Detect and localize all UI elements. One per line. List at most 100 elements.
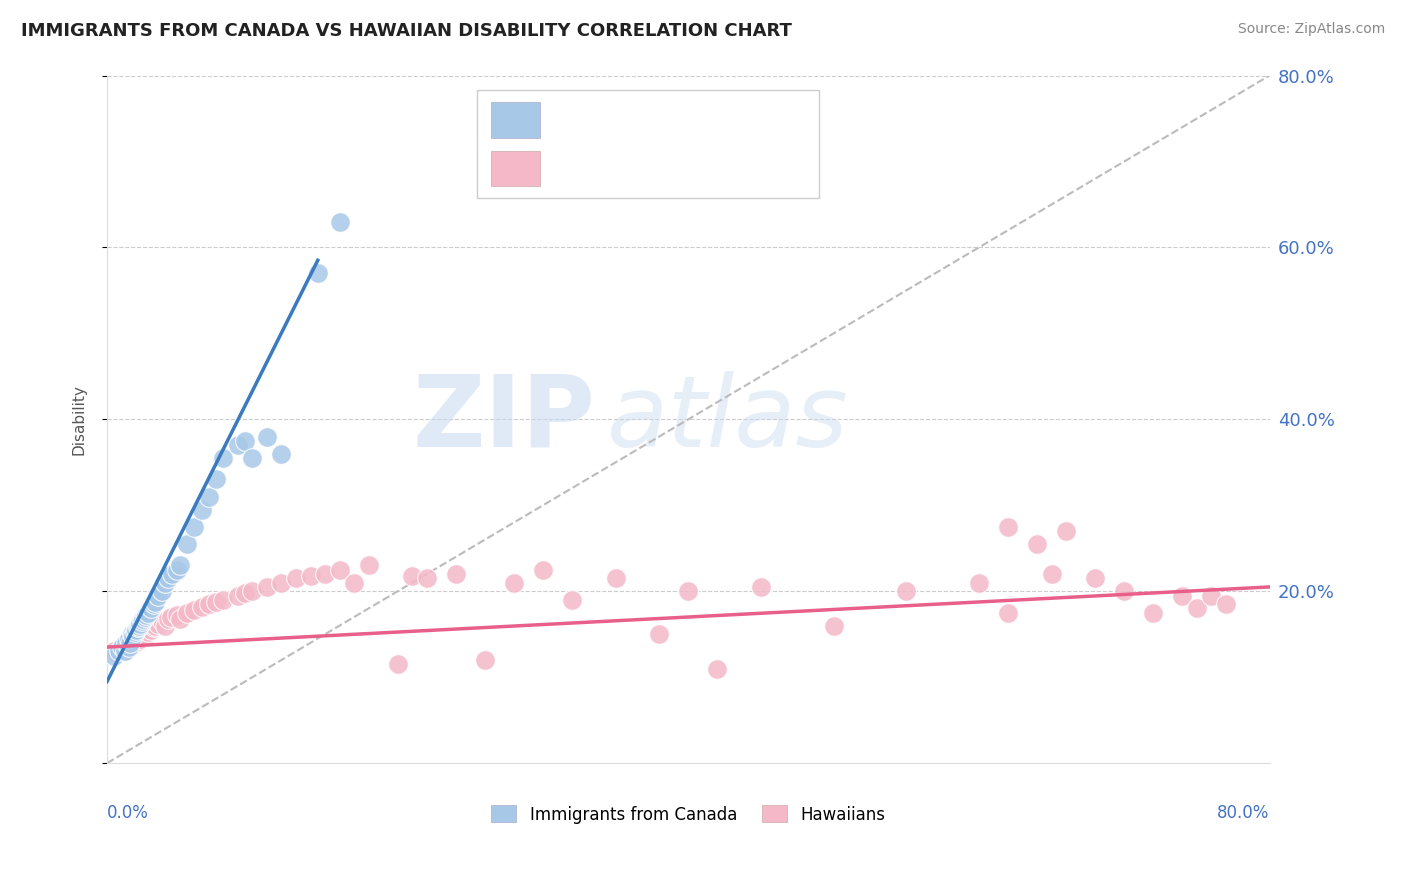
Point [134,610,156,624]
Point [124,625,146,640]
Point [150,584,173,599]
Point [115,636,138,650]
Point [233,434,256,448]
Point [256,580,278,594]
Text: 0.0%: 0.0% [107,805,149,822]
Point [1040,567,1063,582]
Point [474,653,496,667]
Point [190,502,212,516]
Point [127,634,149,648]
Point [233,586,256,600]
Point [157,571,180,585]
Point [120,636,142,650]
Point [678,584,700,599]
Point [120,636,142,650]
Point [122,634,145,648]
Text: atlas: atlas [607,371,849,467]
Point [107,644,129,658]
Point [143,594,166,608]
Point [142,597,165,611]
Point [706,662,728,676]
Point [176,537,198,551]
Point [314,567,336,582]
Point [150,615,173,629]
Point [1201,589,1223,603]
Point [605,571,627,585]
Point [416,571,439,585]
Point [329,563,352,577]
Point [183,603,205,617]
Point [997,606,1019,620]
Point [132,627,155,641]
Point [1026,537,1049,551]
Point [153,618,176,632]
Point [127,620,149,634]
Point [997,520,1019,534]
Point [1171,589,1194,603]
Point [129,616,152,631]
Point [103,648,125,663]
Point [121,627,143,641]
Point [114,644,136,658]
Point [1215,597,1237,611]
Point [118,632,141,646]
Point [124,636,146,650]
Point [299,568,322,582]
Point [531,563,554,577]
Point [401,568,423,582]
Point [142,620,165,634]
Point [205,473,228,487]
Point [1142,606,1164,620]
Point [226,438,249,452]
Point [110,640,132,654]
Point [128,618,150,632]
Point [197,490,219,504]
Point [444,567,467,582]
Point [108,642,131,657]
Point [357,558,380,573]
Point [132,612,155,626]
Point [212,450,235,465]
Legend: Immigrants from Canada, Hawaiians: Immigrants from Canada, Hawaiians [491,805,886,823]
Point [139,601,162,615]
Point [143,618,166,632]
Text: ZIP: ZIP [412,371,595,467]
Point [343,575,366,590]
Point [270,447,292,461]
Point [135,608,157,623]
Point [212,592,235,607]
Point [121,638,143,652]
Point [176,606,198,620]
Point [169,558,191,573]
Point [125,632,148,646]
Point [1084,571,1107,585]
Point [131,615,153,629]
Point [242,584,264,599]
Point [134,629,156,643]
Point [205,594,228,608]
Point [823,618,845,632]
Point [190,599,212,614]
Point [118,640,141,654]
Point [128,629,150,643]
Point [146,616,169,631]
Point [749,580,772,594]
Text: IMMIGRANTS FROM CANADA VS HAWAIIAN DISABILITY CORRELATION CHART: IMMIGRANTS FROM CANADA VS HAWAIIAN DISAB… [21,22,792,40]
Point [160,610,183,624]
Text: 80.0%: 80.0% [1218,805,1270,822]
Point [103,644,125,658]
Point [226,589,249,603]
Point [162,567,184,582]
Point [146,589,169,603]
Y-axis label: Disability: Disability [72,384,86,455]
Point [136,606,159,620]
Point [197,597,219,611]
Point [561,592,583,607]
Point [285,571,308,585]
Point [118,640,141,654]
Point [1185,601,1208,615]
Point [125,623,148,637]
Point [105,646,128,660]
Point [503,575,526,590]
Point [122,629,145,643]
